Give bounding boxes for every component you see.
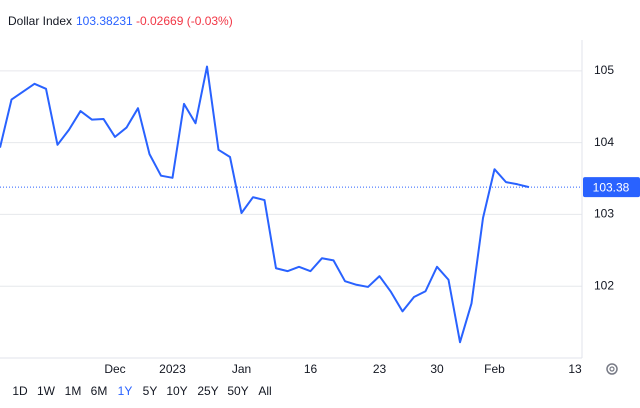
- range-button[interactable]: 1M: [65, 384, 82, 398]
- price-line: [0, 65, 530, 344]
- y-tick-label: 103: [594, 207, 614, 221]
- range-button[interactable]: 10Y: [166, 384, 187, 398]
- x-tick-label: Feb: [484, 362, 505, 376]
- x-tick-label: 23: [373, 362, 387, 376]
- last-price-label: 103.38: [593, 180, 630, 194]
- last-price-badge: [583, 177, 640, 198]
- range-button[interactable]: 6M: [91, 384, 108, 398]
- range-button[interactable]: 25Y: [197, 384, 218, 398]
- y-tick-label: 102: [594, 278, 614, 292]
- x-tick-label: Jan: [232, 362, 251, 376]
- settings-icon[interactable]: [606, 363, 618, 375]
- range-button[interactable]: 5Y: [143, 384, 158, 398]
- x-tick-label: 2023: [159, 362, 186, 376]
- range-button[interactable]: 1D: [12, 384, 28, 398]
- range-button[interactable]: 1Y: [118, 384, 133, 398]
- y-tick-label: 104: [594, 135, 614, 149]
- change: -0.02669 (-0.03%): [136, 14, 233, 28]
- price: 103.38231: [76, 14, 133, 28]
- x-tick-label: Dec: [104, 362, 125, 376]
- range-button[interactable]: All: [258, 384, 271, 398]
- range-button[interactable]: 1W: [37, 384, 56, 398]
- y-tick-label: 105: [594, 63, 614, 77]
- x-tick-label: 13: [568, 362, 582, 376]
- chart-title: Dollar Index: [8, 14, 72, 28]
- range-button[interactable]: 50Y: [227, 384, 248, 398]
- x-tick-label: 30: [430, 362, 444, 376]
- x-tick-label: 16: [304, 362, 318, 376]
